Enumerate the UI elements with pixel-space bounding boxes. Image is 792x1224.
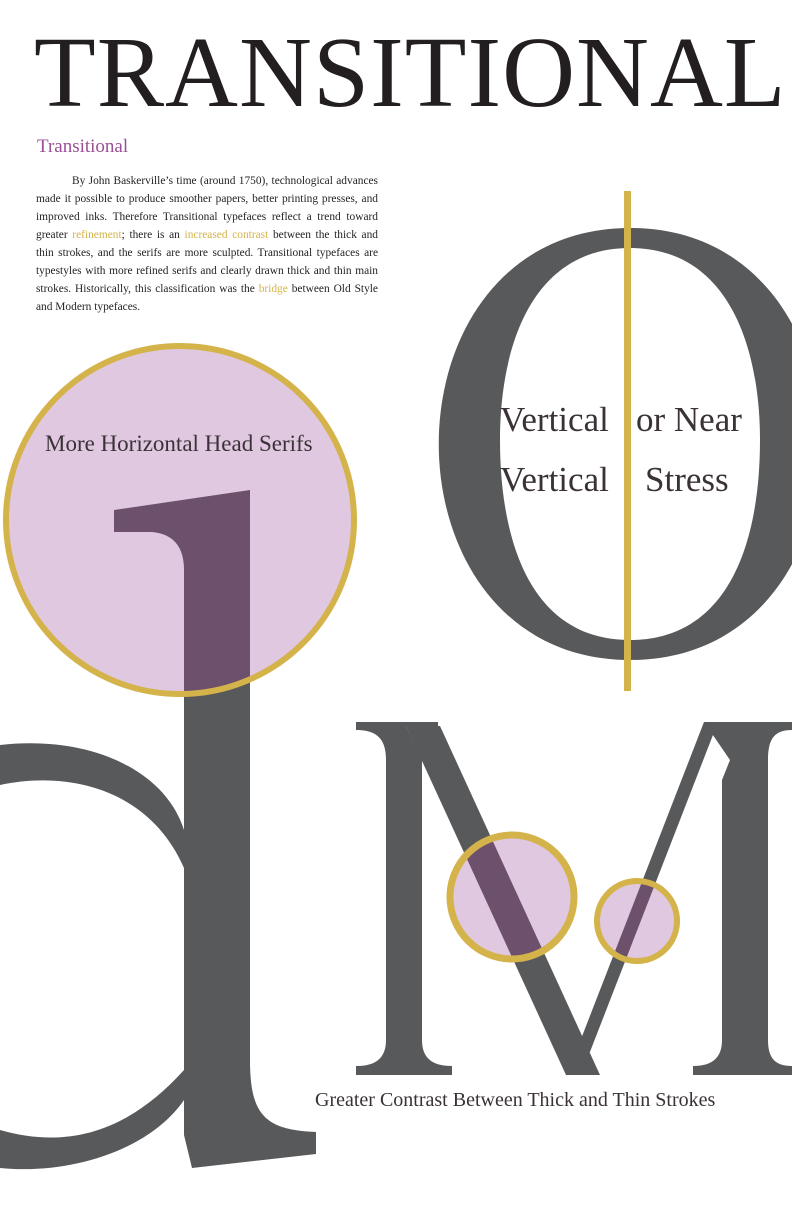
- label-stress-line2-right: Stress: [645, 460, 729, 499]
- label-stress-line1-left: Vertical: [500, 400, 609, 439]
- glyph-d-shape: [0, 490, 316, 1170]
- thin-stroke-circle-outline: [594, 878, 680, 964]
- label-head-serifs: More Horizontal Head Serifs: [45, 431, 313, 456]
- highlight-refinement: refinement: [72, 229, 122, 241]
- body-paragraph: By John Baskerville’s time (around 1750)…: [36, 172, 378, 316]
- body-text-2: ; there is an: [121, 229, 185, 241]
- highlight-increased-contrast: increased contrast: [184, 229, 269, 241]
- vertical-stress-axis-line: [624, 191, 631, 691]
- label-stress-line2-left: Vertical: [500, 460, 609, 499]
- label-contrast: Greater Contrast Between Thick and Thin …: [315, 1089, 716, 1111]
- highlight-bridge: bridge: [258, 283, 288, 295]
- page-title: TRANSITIONAL: [34, 16, 787, 128]
- body-text-4: between Old Style and Modern typefaces.: [36, 283, 378, 313]
- body-text-1: By John Baskerville’s time (around 1750)…: [36, 175, 378, 241]
- glyph-o-shape: [438, 228, 792, 660]
- body-text-3: between the thick and thin strokes, and …: [36, 229, 379, 295]
- section-subtitle: Transitional: [37, 136, 129, 157]
- glyph-m-shape: [356, 722, 792, 1075]
- label-stress-line1-right: or Near: [636, 400, 742, 439]
- head-serif-circle-outline: [3, 343, 357, 697]
- thick-stroke-circle-outline: [446, 831, 578, 963]
